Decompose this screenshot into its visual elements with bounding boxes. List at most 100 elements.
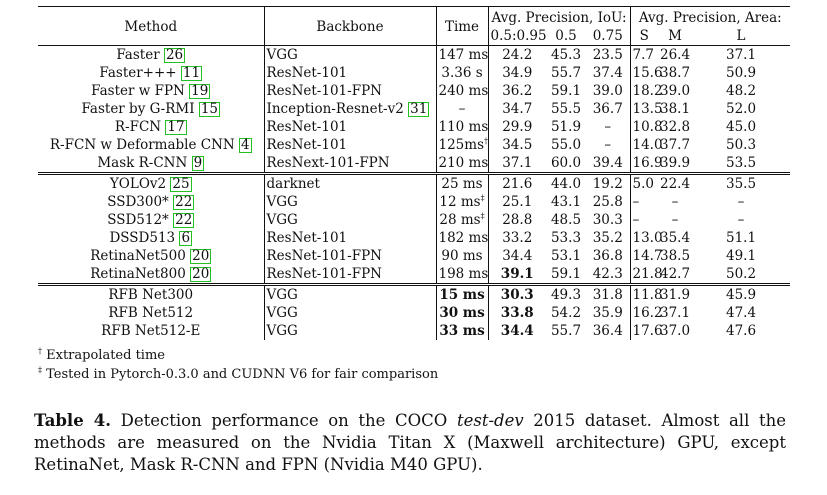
cell-backbone: ResNext-101-FPN	[263, 154, 436, 174]
cell-ap-small: 10.8	[629, 118, 663, 136]
cell-method: Faster+++ 11	[99, 65, 203, 81]
cell-method: RetinaNet800 20	[90, 266, 212, 282]
citation-link[interactable]: 22	[173, 212, 195, 228]
cell-ap: 21.6	[487, 172, 546, 193]
cell-ap-small: 18.2	[629, 82, 663, 100]
footnote-mark: ‡	[480, 211, 485, 221]
cell-ap-small: 17.6	[629, 322, 663, 340]
cell-ap75: 36.8	[592, 248, 623, 264]
header-area-col: L	[736, 28, 746, 44]
citation-link[interactable]: 15	[198, 101, 221, 117]
cell-ap-small: 13.5	[629, 100, 663, 118]
citation-link[interactable]: 4	[239, 137, 252, 153]
cell-ap75: 35.2	[592, 230, 623, 246]
cell-ap-medium: 39.0	[660, 83, 691, 99]
cell-method: RFB Net512-E	[101, 323, 201, 339]
cell-time: 182 ms	[435, 229, 488, 247]
cell-ap50: 53.3	[550, 230, 582, 246]
cell-ap75: 42.3	[592, 266, 623, 282]
cell-ap-large: 52.0	[725, 101, 757, 117]
footnote-mark: †	[484, 136, 488, 146]
cell-ap-medium: 38.5	[660, 248, 691, 264]
cell-ap-large: 50.9	[725, 65, 757, 81]
table-row: R-FCN 17 ResNet-101 110 ms 29.9 51.9 – 10.8 32.…	[38, 118, 790, 136]
cell-ap-medium: 37.0	[660, 323, 691, 339]
table-row: DSSD513 6 ResNet-101 182 ms 33.2 53.3 35.2 13.…	[38, 229, 790, 247]
cell-ap75: 36.7	[592, 101, 623, 117]
cell-time: 125ms†	[435, 136, 488, 154]
cell-ap-medium: –	[671, 212, 679, 228]
cell-ap-large: 51.1	[725, 230, 757, 246]
cell-backbone: VGG	[263, 45, 436, 64]
table-row: RFB Net300 VGG 15 ms 30.3 49.3 31.8 11.8 31.9 45…	[38, 283, 791, 304]
table-row: SSD300* 22 VGG 12 ms‡ 25.1 43.1 25.8– – –	[38, 193, 790, 211]
citation-link[interactable]: 9	[191, 155, 205, 171]
cell-ap-medium: 26.4	[658, 45, 692, 64]
citation-link[interactable]: 6	[179, 230, 193, 246]
table-row: RetinaNet500 20 ResNet-101-FPN 90 ms 34.4 53…	[38, 247, 790, 265]
cell-ap50: 44.0	[546, 172, 586, 193]
cell-time: 210 ms	[435, 154, 488, 174]
cell-method: Faster w FPN 19	[91, 83, 211, 99]
cell-method: RFB Net512	[108, 305, 194, 321]
cell-ap: 34.7	[487, 100, 546, 118]
citation-link[interactable]: 20	[190, 248, 212, 264]
citation-link[interactable]: 26	[163, 47, 186, 63]
citation-link[interactable]: 17	[165, 119, 187, 135]
citation-link[interactable]: 22	[173, 194, 195, 210]
cell-ap-small: 16.9	[629, 154, 663, 174]
cell-ap75: 23.5	[586, 45, 630, 64]
cell-backbone: VGG	[263, 304, 436, 322]
table-row: Faster 26 VGG 147 ms 24.2 45.3 23.5 7.7 26.4 37.…	[38, 45, 791, 64]
citation-link[interactable]: 25	[170, 176, 192, 192]
cell-time: 3.36 s	[435, 64, 488, 82]
cell-ap75: 25.8	[592, 194, 623, 210]
cell-method: SSD300* 22	[107, 194, 195, 210]
cell-ap-large: 45.0	[725, 119, 757, 135]
cell-ap-medium: 37.1	[660, 305, 691, 321]
cell-ap-large: 35.5	[692, 172, 791, 193]
footnote-mark: ‡	[480, 193, 485, 203]
cell-time: –	[435, 100, 488, 118]
cell-backbone: ResNet-101-FPN	[263, 82, 436, 100]
cell-ap-medium: 39.9	[660, 155, 691, 171]
cell-ap50: 59.1	[550, 266, 582, 282]
cell-ap-small: 21.8	[629, 265, 663, 285]
cell-ap: 29.9	[487, 118, 546, 136]
cell-ap-large: 45.9	[692, 283, 791, 304]
cell-ap-large: 53.5	[725, 155, 757, 171]
table-row: YOLOv2 25 darknet 25 ms 21.6 44.0 19.2 5.0 22.4…	[38, 172, 791, 193]
cell-ap-medium: 22.4	[658, 172, 692, 193]
citation-link[interactable]: 31	[408, 101, 430, 117]
citation-link[interactable]: 20	[190, 266, 212, 282]
cell-method: R-FCN w Deformable CNN 4	[49, 137, 252, 153]
cell-ap-large: 50.3	[725, 137, 757, 153]
cell-backbone: ResNet-101	[263, 229, 436, 247]
cell-method: RetinaNet500 20	[90, 248, 212, 264]
cell-ap-medium: 32.8	[660, 119, 691, 135]
cell-time: 25 ms	[435, 172, 488, 193]
cell-ap-small: 13.0	[629, 229, 663, 247]
cell-ap-medium: 38.1	[660, 101, 691, 117]
footnote: ‡ Tested in Pytorch-0.3.0 and CUDNN V6 f…	[38, 365, 439, 382]
cell-ap: 36.2	[487, 82, 546, 100]
cell-ap50: 51.9	[550, 119, 582, 135]
cell-time: 147 ms	[435, 45, 488, 64]
header-time: Time	[435, 6, 488, 46]
cell-ap: 34.9	[487, 64, 546, 82]
cell-ap: 34.4	[487, 322, 546, 340]
cell-ap-small: 11.8	[629, 283, 663, 304]
cell-time: 30 ms	[435, 304, 488, 322]
cell-ap: 34.5	[487, 136, 546, 154]
cell-ap: 33.8	[487, 304, 546, 322]
cell-time: 33 ms	[435, 322, 488, 340]
citation-link[interactable]: 19	[189, 83, 211, 99]
caption-text: 2015 dataset. Almost all the methods are…	[34, 411, 786, 474]
cell-time: 15 ms	[435, 283, 488, 304]
cell-backbone: ResNet-101	[263, 118, 436, 136]
citation-link[interactable]: 11	[180, 65, 203, 81]
cell-ap75: 31.8	[586, 283, 630, 304]
cell-ap50: 45.3	[546, 45, 586, 64]
cell-ap75: –	[604, 119, 612, 135]
cell-ap50: 49.3	[546, 283, 586, 304]
